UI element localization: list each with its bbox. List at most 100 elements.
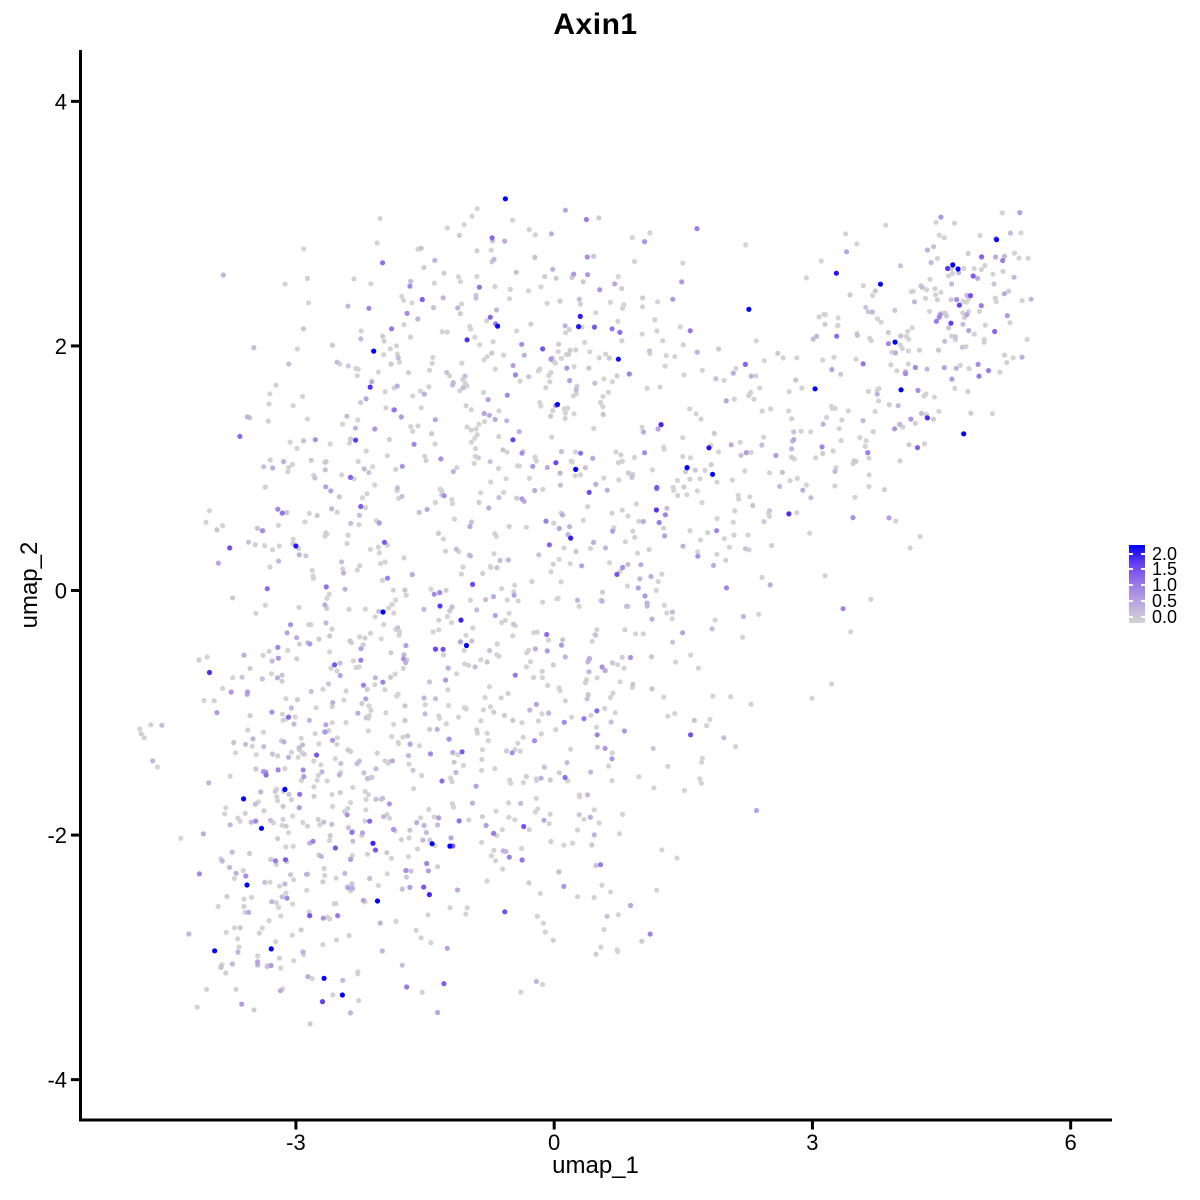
data-point xyxy=(430,629,436,635)
data-point xyxy=(345,825,351,831)
data-point xyxy=(398,837,404,843)
data-point xyxy=(773,452,779,459)
data-point xyxy=(372,847,379,853)
data-point xyxy=(544,631,550,638)
data-point xyxy=(564,365,570,371)
data-point xyxy=(463,642,470,649)
data-point xyxy=(933,219,939,225)
data-point xyxy=(550,561,556,567)
data-point xyxy=(447,608,453,614)
data-point xyxy=(726,544,733,550)
data-point xyxy=(845,408,851,414)
data-point xyxy=(294,635,300,641)
y-tick-label: 2 xyxy=(55,334,67,359)
data-point xyxy=(372,426,378,432)
data-point xyxy=(617,329,623,335)
data-point xyxy=(426,367,433,373)
data-point xyxy=(407,334,414,340)
data-point xyxy=(888,362,894,368)
data-point xyxy=(312,731,318,737)
data-point xyxy=(421,391,427,397)
data-point xyxy=(748,373,754,379)
data-point xyxy=(902,371,909,377)
data-point xyxy=(306,621,312,628)
data-point xyxy=(461,222,467,228)
data-point xyxy=(378,636,384,642)
data-point xyxy=(444,225,450,231)
data-point xyxy=(640,429,647,435)
data-point xyxy=(576,603,582,610)
data-point xyxy=(474,273,480,280)
data-point xyxy=(488,479,494,485)
data-point xyxy=(227,773,233,779)
data-point xyxy=(601,926,607,933)
data-point xyxy=(269,709,275,715)
data-point xyxy=(429,431,435,437)
data-point xyxy=(590,455,596,461)
data-point xyxy=(533,978,540,985)
data-point xyxy=(492,416,498,422)
data-point xyxy=(268,962,274,969)
data-point xyxy=(315,772,321,778)
colorbar-tick-label: 1.0 xyxy=(1152,575,1178,595)
data-point xyxy=(358,336,364,342)
data-point xyxy=(388,855,394,861)
data-point xyxy=(526,827,532,833)
data-point xyxy=(609,778,615,784)
data-point xyxy=(273,939,279,945)
data-point xyxy=(660,338,666,344)
data-point xyxy=(627,654,634,661)
data-point xyxy=(464,337,470,343)
data-point xyxy=(584,254,590,260)
data-point xyxy=(639,304,646,310)
data-point xyxy=(615,274,621,280)
data-point xyxy=(301,751,307,757)
data-point xyxy=(591,425,597,432)
data-point xyxy=(964,312,970,318)
data-point xyxy=(376,520,382,526)
data-point xyxy=(639,938,645,944)
data-point xyxy=(615,912,621,918)
data-point xyxy=(529,579,535,585)
data-point xyxy=(530,463,536,469)
data-point xyxy=(1002,352,1008,358)
data-point xyxy=(488,853,494,859)
data-point xyxy=(759,574,765,581)
data-point xyxy=(400,734,406,740)
data-point xyxy=(510,633,516,639)
data-point xyxy=(688,652,694,658)
data-point xyxy=(863,304,869,310)
data-point xyxy=(458,571,464,577)
data-point xyxy=(422,453,428,459)
data-point xyxy=(303,553,309,559)
data-point xyxy=(669,616,675,622)
data-point xyxy=(548,231,555,237)
data-point xyxy=(300,949,306,955)
data-point xyxy=(432,646,439,652)
data-point xyxy=(416,509,422,515)
data-point xyxy=(492,612,498,619)
data-point xyxy=(347,800,354,806)
data-point xyxy=(532,738,538,744)
data-point xyxy=(316,636,322,642)
data-point xyxy=(694,226,700,232)
data-point xyxy=(706,445,712,451)
data-point xyxy=(730,370,736,376)
data-point xyxy=(272,788,278,794)
data-point xyxy=(311,793,317,799)
data-point xyxy=(869,309,876,315)
data-point xyxy=(332,756,338,762)
data-point xyxy=(584,696,590,702)
data-point xyxy=(351,276,357,282)
data-point xyxy=(942,338,948,344)
data-point xyxy=(945,273,952,279)
data-point xyxy=(464,905,470,911)
data-point xyxy=(606,763,612,769)
data-point xyxy=(1011,274,1017,280)
data-point xyxy=(327,633,333,639)
data-point xyxy=(384,850,390,856)
data-point xyxy=(694,488,701,494)
data-point xyxy=(241,652,247,658)
data-point xyxy=(474,206,480,212)
data-point xyxy=(586,365,592,371)
